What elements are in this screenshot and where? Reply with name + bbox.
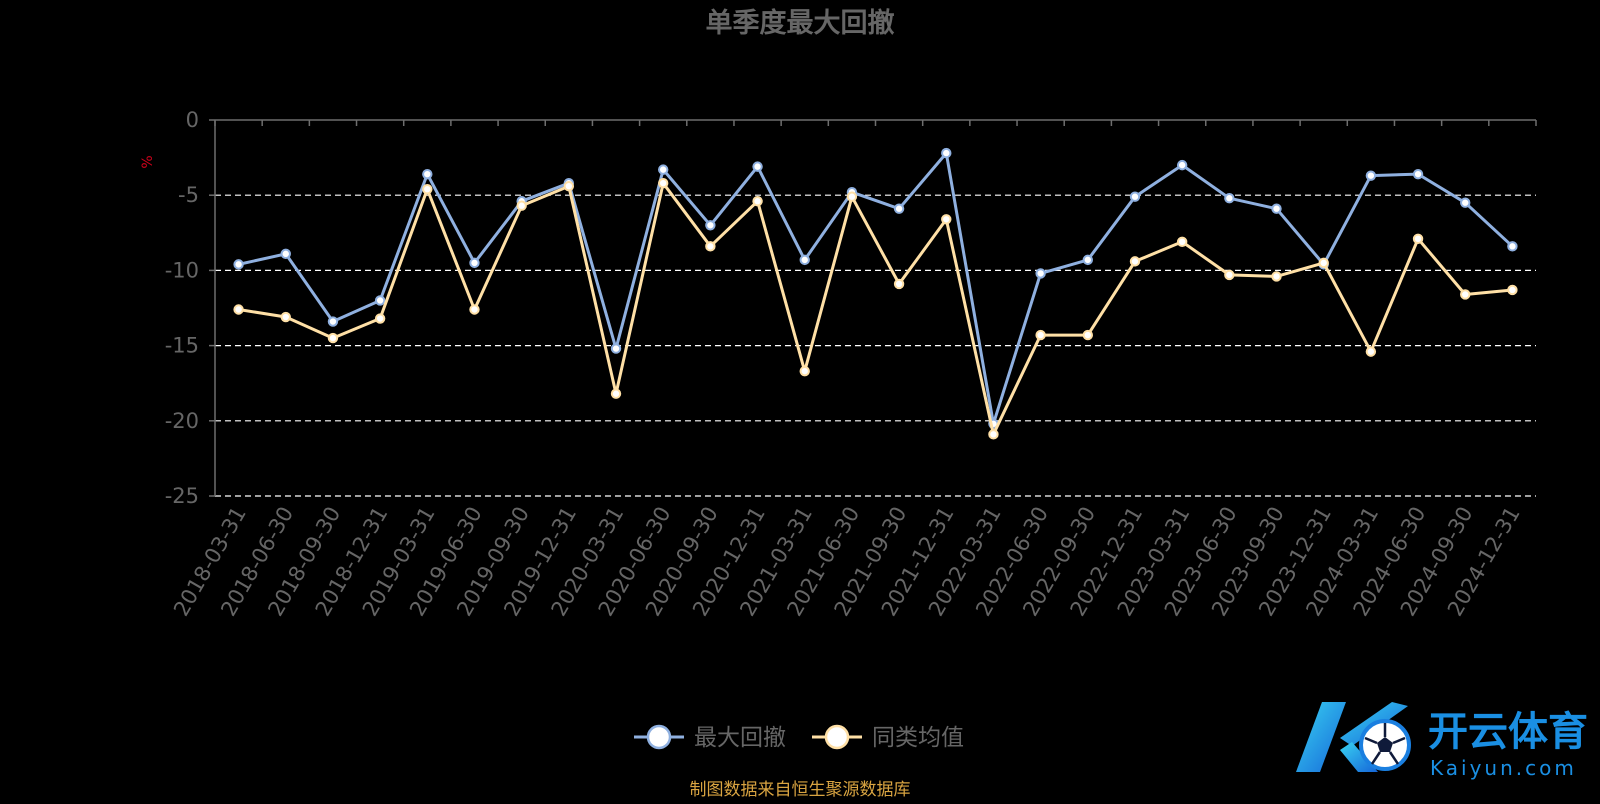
data-point[interactable] bbox=[327, 316, 339, 327]
data-point[interactable] bbox=[846, 191, 858, 202]
data-point[interactable] bbox=[657, 177, 669, 189]
legend-marker-icon bbox=[824, 724, 850, 750]
y-tick-label: -15 bbox=[165, 334, 199, 358]
data-point[interactable] bbox=[705, 220, 716, 231]
legend-marker-icon bbox=[646, 724, 672, 750]
y-tick-label: -20 bbox=[165, 409, 199, 433]
y-tick-label: -25 bbox=[165, 484, 199, 508]
data-point[interactable] bbox=[1129, 191, 1141, 202]
data-point[interactable] bbox=[799, 254, 810, 266]
data-point[interactable] bbox=[516, 200, 527, 211]
axes: 0-5-10-15-20-252018-03-312018-06-302018-… bbox=[165, 108, 1537, 620]
data-point[interactable] bbox=[1507, 241, 1518, 252]
data-point[interactable] bbox=[610, 388, 622, 399]
data-point[interactable] bbox=[1365, 170, 1377, 181]
data-point[interactable] bbox=[893, 278, 905, 290]
y-tick-label: -5 bbox=[178, 183, 199, 207]
legend-item[interactable]: 同类均值 bbox=[812, 724, 964, 751]
data-point[interactable] bbox=[1271, 271, 1282, 282]
data-point[interactable] bbox=[1507, 284, 1518, 296]
legend: 最大回撤 同类均值 bbox=[634, 724, 964, 751]
data-point[interactable] bbox=[280, 248, 291, 260]
data-point[interactable] bbox=[1318, 257, 1329, 269]
y-tick-label: 0 bbox=[186, 108, 199, 132]
data-point[interactable] bbox=[988, 429, 999, 440]
data-point[interactable] bbox=[374, 313, 386, 324]
data-point[interactable] bbox=[941, 214, 952, 225]
legend-item[interactable]: 最大回撤 bbox=[634, 724, 786, 751]
data-point[interactable] bbox=[1129, 256, 1141, 267]
data-point[interactable] bbox=[705, 241, 716, 252]
y-tick-label: -10 bbox=[165, 258, 199, 282]
data-point[interactable] bbox=[941, 147, 952, 159]
series-line bbox=[238, 181, 1513, 436]
data-point[interactable] bbox=[1224, 193, 1235, 204]
data-point[interactable] bbox=[610, 343, 622, 354]
data-point[interactable] bbox=[233, 259, 244, 270]
data-point[interactable] bbox=[374, 295, 386, 306]
data-point[interactable] bbox=[422, 183, 433, 195]
data-point[interactable] bbox=[799, 365, 810, 377]
data-point[interactable] bbox=[1035, 329, 1046, 341]
soccer-ball-icon bbox=[1359, 719, 1411, 771]
data-point[interactable] bbox=[1460, 289, 1471, 300]
data-point[interactable] bbox=[752, 196, 763, 207]
data-point[interactable] bbox=[563, 180, 575, 192]
data-point[interactable] bbox=[469, 304, 480, 315]
data-point[interactable] bbox=[327, 332, 339, 344]
gridlines bbox=[215, 194, 1536, 497]
chart-title: 单季度最大回撤 bbox=[706, 7, 895, 39]
series-group bbox=[233, 147, 1518, 440]
watermark-logo: 开云体育 Kaiyun.com bbox=[1296, 702, 1588, 780]
watermark-brand-cn: 开云体育 bbox=[1428, 709, 1588, 755]
data-point[interactable] bbox=[1412, 168, 1424, 180]
data-point[interactable] bbox=[233, 304, 244, 315]
data-point[interactable] bbox=[657, 164, 669, 175]
legend-label: 最大回撤 bbox=[694, 725, 786, 751]
y-axis-label: % bbox=[140, 155, 156, 168]
data-point[interactable] bbox=[422, 168, 433, 180]
source-note: 制图数据来自恒生聚源数据库 bbox=[690, 780, 911, 800]
data-point[interactable] bbox=[1412, 233, 1424, 245]
data-point[interactable] bbox=[1271, 203, 1282, 214]
data-point[interactable] bbox=[893, 203, 905, 214]
data-point[interactable] bbox=[1176, 159, 1188, 171]
series-2 bbox=[233, 177, 1518, 440]
data-point[interactable] bbox=[1082, 254, 1094, 266]
data-point[interactable] bbox=[1176, 236, 1188, 248]
data-point[interactable] bbox=[1035, 268, 1046, 279]
legend-label: 同类均值 bbox=[872, 725, 964, 751]
data-point[interactable] bbox=[469, 257, 480, 269]
series-line bbox=[238, 151, 1514, 426]
data-point[interactable] bbox=[752, 161, 763, 172]
data-point[interactable] bbox=[1460, 197, 1471, 208]
watermark-brand-en: Kaiyun.com bbox=[1430, 756, 1577, 780]
data-point[interactable] bbox=[1082, 329, 1094, 341]
data-point[interactable] bbox=[1365, 346, 1377, 357]
data-point[interactable] bbox=[1224, 269, 1235, 281]
data-point[interactable] bbox=[280, 311, 291, 323]
